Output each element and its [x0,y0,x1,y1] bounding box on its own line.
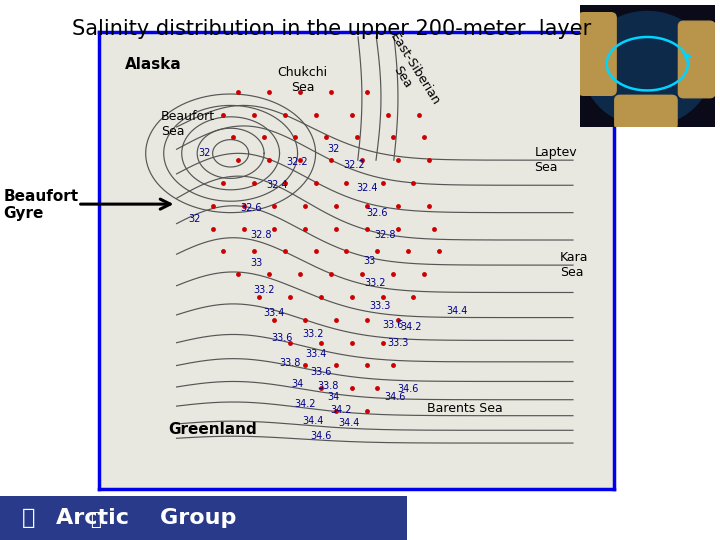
Text: 34.4: 34.4 [338,417,360,428]
Text: 33.4: 33.4 [305,349,326,359]
Text: 33.4: 33.4 [264,308,285,318]
Text: 34.6: 34.6 [310,431,331,441]
Text: 34: 34 [328,393,340,402]
Text: 33: 33 [251,258,263,268]
Text: ⛵: ⛵ [22,508,35,528]
Text: 33.6: 33.6 [382,320,403,330]
Text: 33: 33 [364,255,376,266]
Text: 33.2: 33.2 [253,285,275,295]
Text: 34.6: 34.6 [384,393,406,402]
Text: Kara
Sea: Kara Sea [560,251,589,279]
Text: 🐻: 🐻 [90,511,101,529]
Text: 33.6: 33.6 [310,367,331,377]
Text: 33.6: 33.6 [271,333,293,343]
Text: 32: 32 [189,214,201,225]
Text: 34.4: 34.4 [302,416,324,426]
Text: 32.4: 32.4 [356,183,378,193]
Text: East-Siberian
Sea: East-Siberian Sea [374,31,442,116]
Text: 32: 32 [199,148,211,158]
Text: 32: 32 [328,144,340,154]
FancyBboxPatch shape [678,21,715,98]
Text: 33.8: 33.8 [318,381,339,391]
Text: 32.8: 32.8 [374,231,396,240]
Text: 32.2: 32.2 [287,158,308,167]
Text: Chukchi
Sea: Chukchi Sea [278,66,328,94]
FancyBboxPatch shape [578,12,616,95]
Text: 33.2: 33.2 [364,278,385,288]
Circle shape [584,11,711,126]
Text: 32.6: 32.6 [240,203,262,213]
Text: 34.2: 34.2 [330,405,352,415]
Text: 33.2: 33.2 [302,328,324,339]
Text: Beaufort
Sea: Beaufort Sea [161,110,215,138]
Text: 34: 34 [292,379,304,389]
Text: Alaska: Alaska [125,57,182,72]
Text: Laptev
Sea: Laptev Sea [534,146,577,174]
Text: 32.4: 32.4 [266,180,288,190]
Text: 33.3: 33.3 [369,301,391,311]
Text: 32.8: 32.8 [251,231,272,240]
Text: Salinity distribution in the upper 200-meter  layer: Salinity distribution in the upper 200-m… [71,19,591,39]
FancyBboxPatch shape [615,95,677,129]
Text: 34.2: 34.2 [294,399,316,409]
Text: 33.3: 33.3 [387,338,409,348]
Text: 33.8: 33.8 [279,358,300,368]
Text: Greenland: Greenland [168,422,257,437]
Text: 32.6: 32.6 [366,208,388,218]
Text: 32.2: 32.2 [343,160,365,170]
Text: 34.6: 34.6 [397,384,419,394]
Text: Barents Sea: Barents Sea [427,402,503,415]
Text: Beaufort
Gyre: Beaufort Gyre [4,189,78,221]
Text: Arctic    Group: Arctic Group [56,508,237,528]
Text: 34.4: 34.4 [446,306,468,316]
Text: 34.2: 34.2 [400,322,422,332]
